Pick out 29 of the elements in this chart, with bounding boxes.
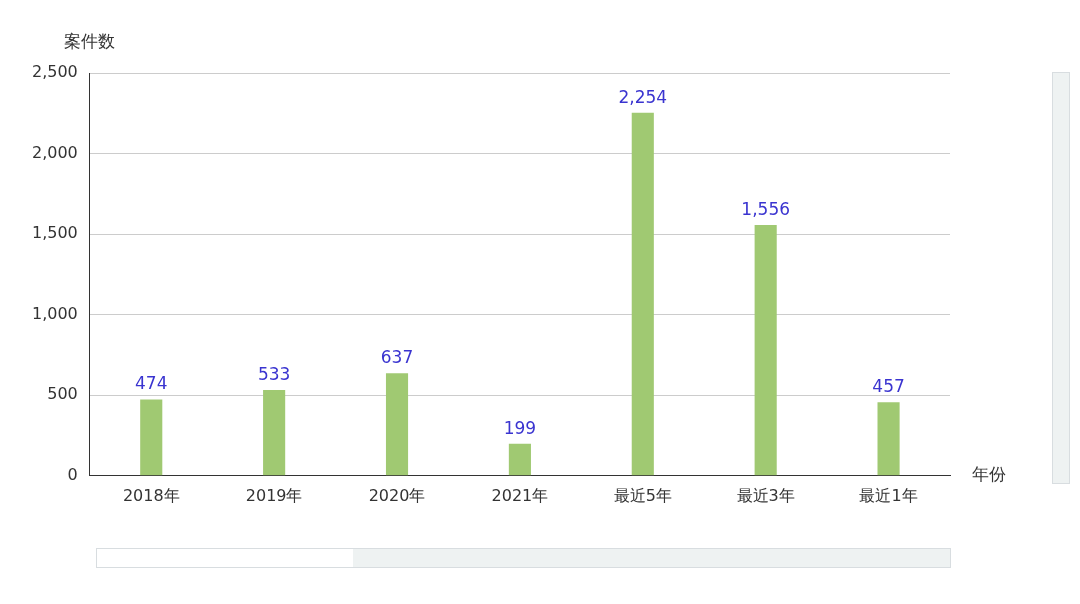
y-tick-label: 1,500 (31, 223, 78, 243)
data-label: 199 (503, 417, 537, 438)
bar (385, 373, 409, 476)
y-tick-label: 1,000 (31, 303, 78, 323)
bar (754, 225, 777, 476)
x-tick-label: 2020年 (368, 485, 426, 505)
x-tick-label: 最近1年 (859, 485, 918, 505)
y-tick-label: 2,500 (31, 62, 78, 82)
y-tick-label: 2,000 (31, 142, 78, 162)
bar (877, 402, 900, 476)
x-tick-label: 2019年 (245, 485, 303, 505)
x-tick-label: 最近3年 (736, 485, 795, 505)
x-tick-label: 2018年 (122, 485, 180, 505)
data-label: 474 (135, 373, 168, 394)
y-tick-label: 500 (47, 384, 78, 404)
data-label: 457 (872, 376, 905, 397)
bar (263, 389, 286, 476)
bar (508, 443, 531, 476)
y-axis-title: 案件数 (64, 30, 116, 51)
x-axis-title: 年份 (972, 464, 1006, 485)
data-label: 2,254 (618, 86, 668, 107)
bar (140, 399, 163, 476)
data-label: 1,556 (741, 199, 791, 220)
bar (631, 112, 654, 476)
data-label: 533 (257, 363, 291, 384)
x-tick-label: 最近5年 (613, 485, 672, 505)
x-tick-label: 2021年 (491, 485, 549, 505)
y-tick-label: 0 (67, 464, 78, 484)
data-label: 637 (380, 347, 414, 368)
